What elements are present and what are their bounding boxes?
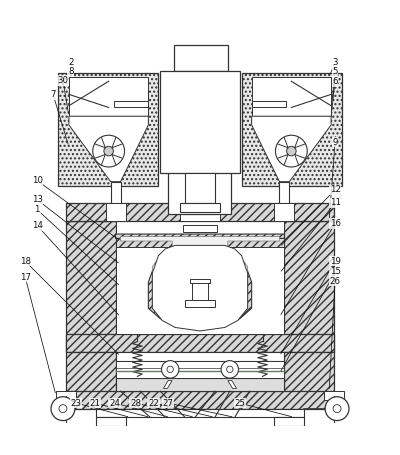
Polygon shape — [185, 173, 215, 203]
Polygon shape — [280, 182, 289, 203]
Polygon shape — [66, 334, 334, 352]
Circle shape — [286, 147, 296, 156]
Polygon shape — [160, 71, 240, 173]
Circle shape — [276, 135, 307, 167]
Circle shape — [167, 366, 173, 373]
Polygon shape — [120, 237, 280, 329]
Polygon shape — [192, 282, 208, 299]
Polygon shape — [228, 380, 236, 389]
Polygon shape — [116, 234, 284, 330]
Text: 14: 14 — [32, 221, 43, 230]
Polygon shape — [106, 203, 126, 221]
Text: 22: 22 — [148, 399, 159, 408]
Polygon shape — [96, 417, 126, 426]
Polygon shape — [164, 380, 172, 389]
Text: 3: 3 — [332, 58, 338, 67]
Polygon shape — [185, 299, 215, 307]
Text: 19: 19 — [330, 257, 340, 266]
Polygon shape — [180, 203, 220, 212]
Polygon shape — [252, 77, 331, 116]
Polygon shape — [116, 238, 175, 247]
Circle shape — [59, 404, 67, 413]
Text: 1: 1 — [34, 205, 40, 214]
Text: 23: 23 — [70, 399, 82, 408]
Polygon shape — [69, 77, 148, 116]
Polygon shape — [242, 72, 342, 186]
Circle shape — [325, 397, 349, 420]
Text: 8: 8 — [68, 67, 74, 76]
Polygon shape — [114, 101, 148, 107]
Text: 17: 17 — [20, 273, 31, 282]
Polygon shape — [180, 212, 220, 221]
Text: 25: 25 — [234, 399, 245, 408]
Polygon shape — [174, 45, 228, 71]
Polygon shape — [284, 352, 334, 395]
Polygon shape — [252, 116, 331, 182]
Polygon shape — [190, 278, 210, 283]
Polygon shape — [225, 238, 284, 247]
Circle shape — [104, 147, 114, 156]
Text: 16: 16 — [330, 219, 340, 228]
Text: 27: 27 — [163, 399, 174, 408]
Polygon shape — [116, 378, 284, 391]
Polygon shape — [111, 182, 120, 203]
Text: 13: 13 — [32, 195, 43, 204]
Polygon shape — [66, 221, 116, 352]
Polygon shape — [152, 245, 248, 331]
Text: 21: 21 — [89, 399, 100, 408]
Text: 15: 15 — [330, 268, 340, 277]
Circle shape — [162, 361, 179, 378]
Polygon shape — [66, 391, 334, 409]
Polygon shape — [66, 203, 334, 221]
Polygon shape — [116, 221, 284, 334]
Text: 30: 30 — [58, 76, 68, 85]
Polygon shape — [56, 391, 76, 400]
Polygon shape — [69, 116, 148, 182]
Polygon shape — [284, 221, 334, 352]
Text: 28: 28 — [130, 399, 141, 408]
Polygon shape — [168, 74, 231, 87]
Text: 5: 5 — [332, 67, 338, 76]
Polygon shape — [116, 352, 284, 361]
Text: 9: 9 — [332, 137, 338, 147]
Text: 24: 24 — [109, 399, 120, 408]
Circle shape — [333, 404, 341, 413]
Text: 11: 11 — [330, 198, 340, 207]
Polygon shape — [66, 352, 116, 395]
Polygon shape — [96, 409, 304, 417]
Circle shape — [227, 366, 233, 373]
Polygon shape — [58, 72, 158, 186]
Circle shape — [221, 361, 238, 378]
Text: 12: 12 — [330, 185, 340, 194]
Polygon shape — [324, 391, 344, 400]
Text: 18: 18 — [20, 257, 31, 266]
Text: 10: 10 — [32, 176, 43, 185]
Text: 7: 7 — [50, 90, 56, 99]
Circle shape — [93, 135, 124, 167]
Polygon shape — [168, 164, 231, 214]
Text: 6: 6 — [332, 77, 338, 86]
Polygon shape — [252, 101, 286, 107]
Circle shape — [51, 397, 75, 420]
Polygon shape — [116, 361, 284, 378]
Polygon shape — [274, 417, 304, 426]
Polygon shape — [183, 225, 217, 233]
Polygon shape — [274, 203, 294, 221]
Text: 2: 2 — [68, 58, 74, 67]
Text: 26: 26 — [330, 277, 340, 286]
